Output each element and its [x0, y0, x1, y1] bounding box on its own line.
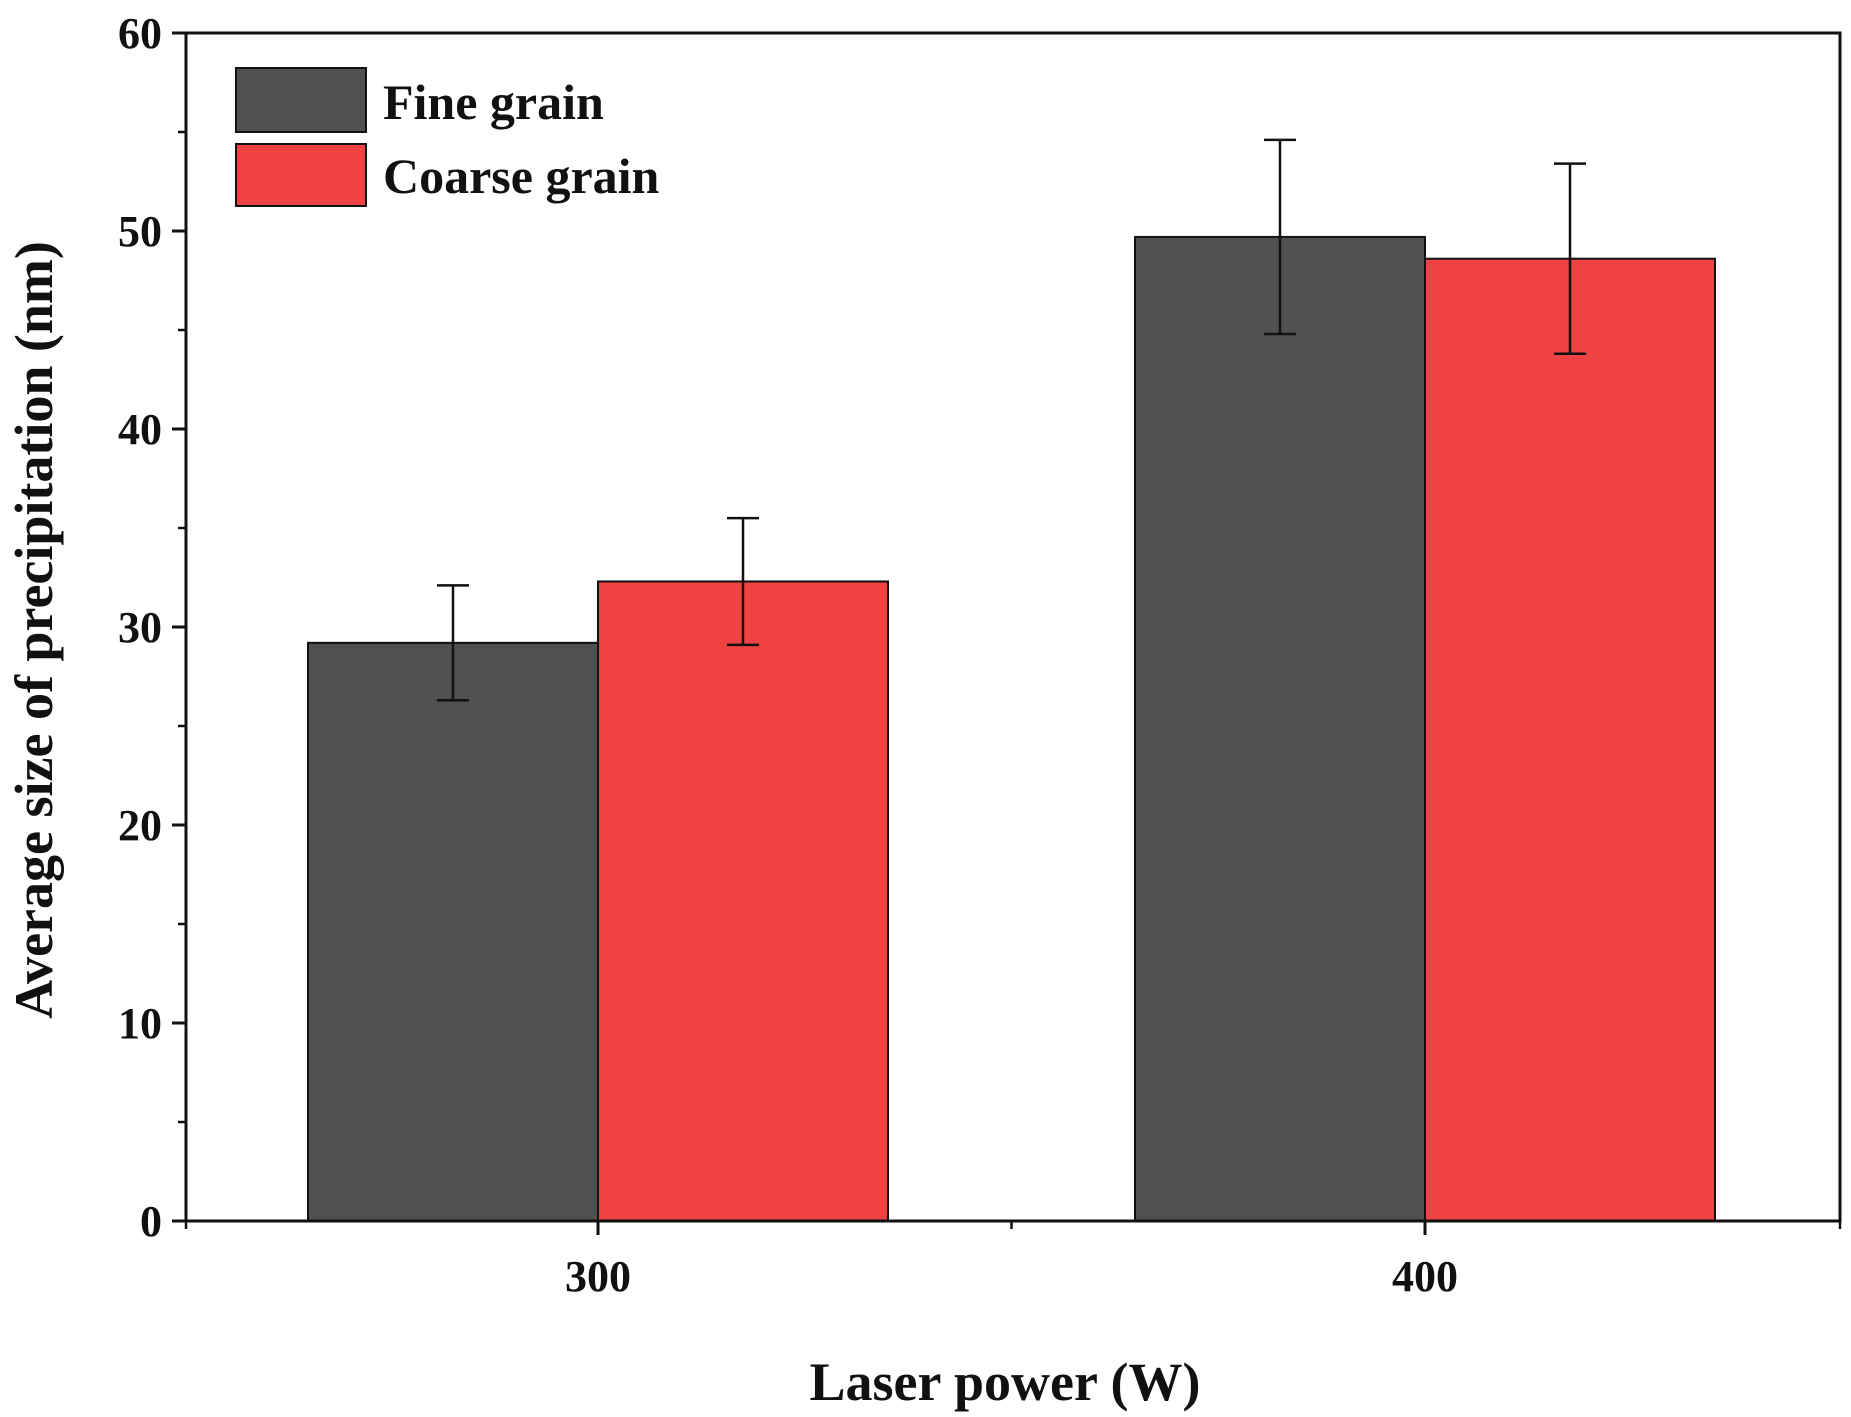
x-axis: 300 400 — [184, 1221, 1842, 1301]
legend-label-fine-grain: Fine grain — [383, 74, 604, 130]
y-axis-title: Average size of precipitation (nm) — [4, 241, 64, 1019]
legend: Fine grain Coarse grain — [235, 67, 660, 207]
bars-layer — [307, 235, 1716, 1223]
x-tick-label-400: 400 — [1392, 1252, 1458, 1301]
error-bar-coarse-grain-300 — [727, 516, 759, 647]
legend-swatch-fine-grain — [235, 67, 367, 133]
bar-fine-grain-400 — [1134, 235, 1426, 1222]
bar-coarse-grain-300 — [597, 580, 889, 1222]
legend-label-coarse-grain: Coarse grain — [383, 148, 660, 204]
error-bar-fine-grain-300 — [437, 584, 469, 702]
y-tick-label-50: 50 — [118, 207, 162, 256]
x-tick-label-300: 300 — [565, 1252, 631, 1301]
y-tick-label-0: 0 — [140, 1197, 162, 1246]
error-bar-coarse-grain-400 — [1554, 162, 1586, 356]
y-tick-label-20: 20 — [118, 801, 162, 850]
y-axis: 0 10 20 30 40 50 60 — [118, 9, 186, 1246]
bar-coarse-grain-400 — [1424, 257, 1716, 1223]
bar-fine-grain-300 — [307, 641, 599, 1222]
y-tick-label-60: 60 — [118, 9, 162, 58]
y-tick-label-30: 30 — [118, 603, 162, 652]
y-tick-label-10: 10 — [118, 999, 162, 1048]
legend-swatch-coarse-grain — [235, 143, 367, 207]
x-axis-title: Laser power (W) — [810, 1352, 1201, 1412]
error-bars-layer — [437, 138, 1586, 702]
error-bar-fine-grain-400 — [1264, 138, 1296, 336]
y-tick-label-40: 40 — [118, 405, 162, 454]
